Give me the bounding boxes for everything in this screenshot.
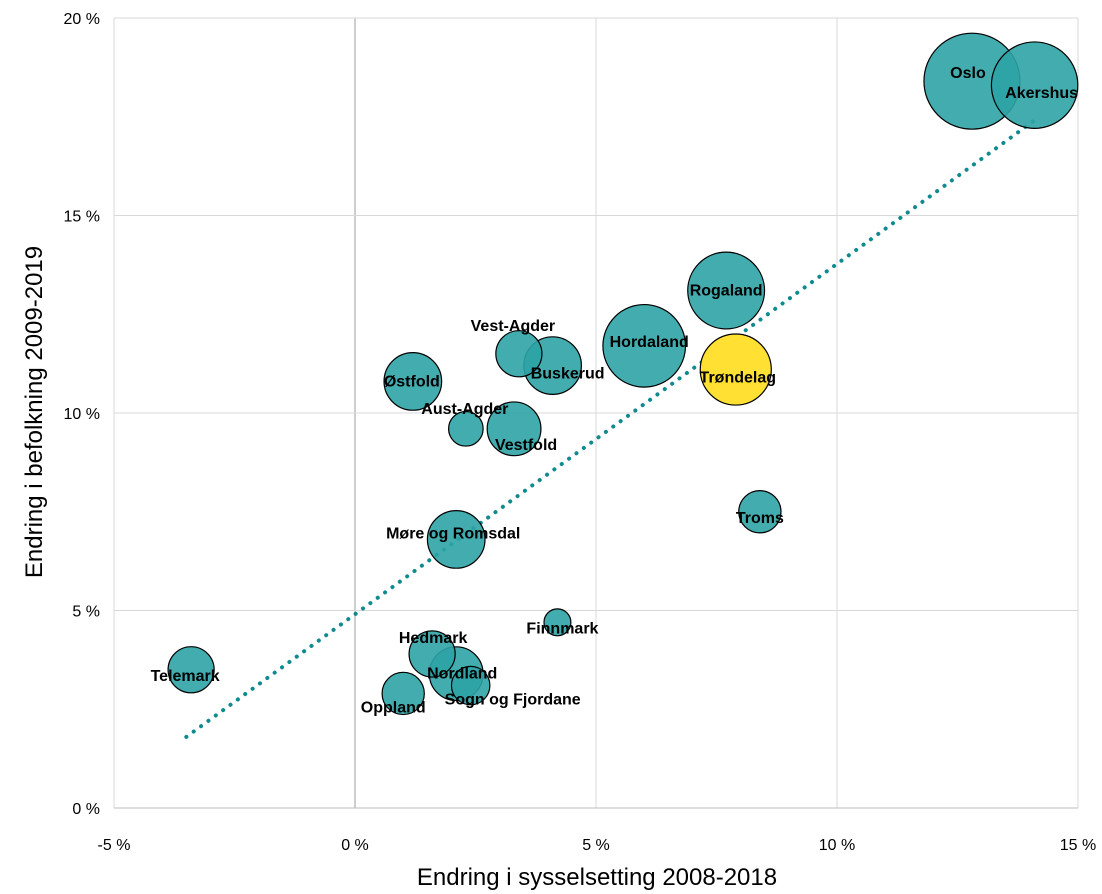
bubble-sogn-og-fjordane <box>450 665 491 706</box>
bubble-label: Nordland <box>427 666 497 683</box>
x-tick-label: 0 % <box>341 837 369 854</box>
bubble-label: Sogn og Fjordane <box>445 692 581 709</box>
bubble-label: Møre og Romsdal <box>386 525 520 542</box>
bubble-vestfold <box>486 401 542 457</box>
bubble-label: Hordaland <box>610 334 689 351</box>
bubble-label: Hedmark <box>399 630 468 647</box>
bubble--stfold <box>383 352 443 411</box>
bubble-label: Østfold <box>384 373 440 390</box>
bubble-akershus <box>990 41 1079 129</box>
x-tick-label: 15 % <box>1060 837 1096 854</box>
trendline <box>184 114 1042 739</box>
bubble-label: Troms <box>736 510 784 527</box>
y-tick-label: 15 % <box>64 209 100 226</box>
bubble-m-re-og-romsdal <box>426 510 486 569</box>
bubble-finnmark <box>543 608 572 637</box>
x-axis-title: Endring i sysselsetting 2008-2018 <box>417 864 777 891</box>
bubble-label: Trøndelag <box>700 370 776 387</box>
bubble-rogaland <box>687 251 766 330</box>
y-tick-label: 20 % <box>64 11 100 28</box>
bubble-hedmark <box>408 630 456 678</box>
bubble-layer <box>167 32 1079 716</box>
bubble-label: Telemark <box>151 668 220 685</box>
y-tick-label: 5 % <box>72 604 100 621</box>
trendline-layer <box>184 114 1042 739</box>
y-tick-label: 10 % <box>64 406 100 423</box>
bubble-label: Vestfold <box>495 437 557 454</box>
tick-label-layer: -5 % 0 % 5 % 10 % 15 % 0 % 5 % 10 % 15 % 20 % <box>64 11 1097 854</box>
bubble-label: Akershus <box>1005 85 1078 102</box>
bubble-aust-agder <box>447 410 484 447</box>
y-tick-label: 0 % <box>72 801 100 818</box>
bubble-label-layer: Oslo Akershus Rogaland Hordaland Trøndelag Ve… <box>151 65 1079 716</box>
bubble-label: Finnmark <box>526 620 598 637</box>
x-tick-label: 10 % <box>819 837 855 854</box>
bubble-vest-agder <box>495 330 543 378</box>
bubble-tr-ndelag <box>699 333 772 406</box>
bubble-hordaland <box>602 303 687 388</box>
bubble-telemark <box>167 646 215 694</box>
x-tick-label: -5 % <box>98 837 131 854</box>
grid-lines <box>113 17 1079 809</box>
bubble-label: Aust-Agder <box>421 401 508 418</box>
bubble-oppland <box>381 671 425 716</box>
bubble-label: Oslo <box>950 65 986 82</box>
bubble-label: Oppland <box>361 699 426 716</box>
bubble-label: Vest-Agder <box>471 318 555 335</box>
bubble-label: Rogaland <box>690 283 763 300</box>
x-tick-label: 5 % <box>582 837 610 854</box>
y-axis-title: Endring i befolkning 2009-2019 <box>21 246 48 578</box>
bubble-troms <box>738 490 782 534</box>
bubble-label: Buskerud <box>531 366 605 383</box>
